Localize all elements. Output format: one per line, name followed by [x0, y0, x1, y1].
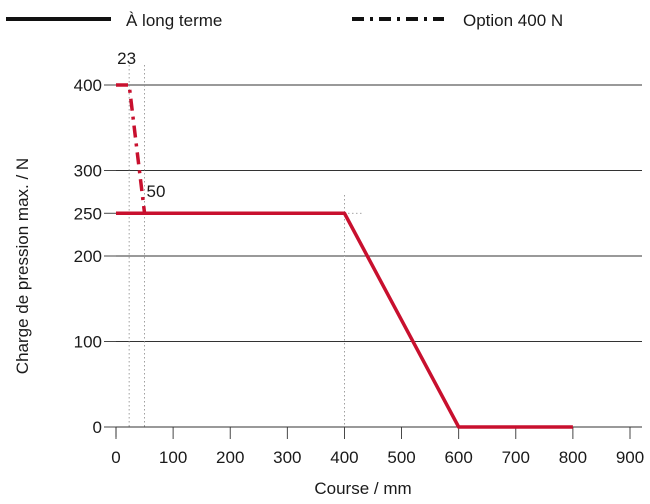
tick-labels: 0 100 200 250 300 400 0 100 200 300 400 500 600 700 80… [74, 76, 645, 467]
annotation-label: 23 [117, 49, 136, 68]
series-line-long-term [116, 211, 573, 429]
x-tick-label: 700 [502, 448, 530, 467]
annotation-label: 50 [147, 182, 166, 201]
x-tick-label: 500 [387, 448, 415, 467]
x-tick-label: 400 [330, 448, 358, 467]
y-tick-label: 300 [74, 162, 102, 181]
y-tick-label: 0 [93, 418, 102, 437]
annotations: 23 50 [117, 49, 165, 201]
axes [104, 84, 642, 439]
x-tick-label: 300 [273, 448, 301, 467]
series-lines [116, 83, 573, 429]
x-tick-label: 600 [444, 448, 472, 467]
x-tick-label: 0 [111, 448, 120, 467]
y-tick-label: 250 [74, 204, 102, 223]
x-tick-label: 100 [159, 448, 187, 467]
series-line-option-400n [116, 83, 147, 214]
x-tick-label: 800 [559, 448, 587, 467]
reference-lines [116, 65, 362, 427]
grid-lines [116, 84, 642, 428]
y-tick-label: 100 [74, 333, 102, 352]
y-axis-label: Charge de pression max. / N [13, 158, 32, 374]
x-tick-label: 200 [216, 448, 244, 467]
legend-label: Option 400 N [463, 11, 563, 30]
x-tick-label: 900 [616, 448, 644, 467]
legend: À long terme Option 400 N [6, 11, 563, 30]
y-tick-label: 400 [74, 76, 102, 95]
legend-label: À long terme [126, 11, 222, 30]
x-axis-label: Course / mm [314, 479, 411, 498]
y-tick-label: 200 [74, 247, 102, 266]
